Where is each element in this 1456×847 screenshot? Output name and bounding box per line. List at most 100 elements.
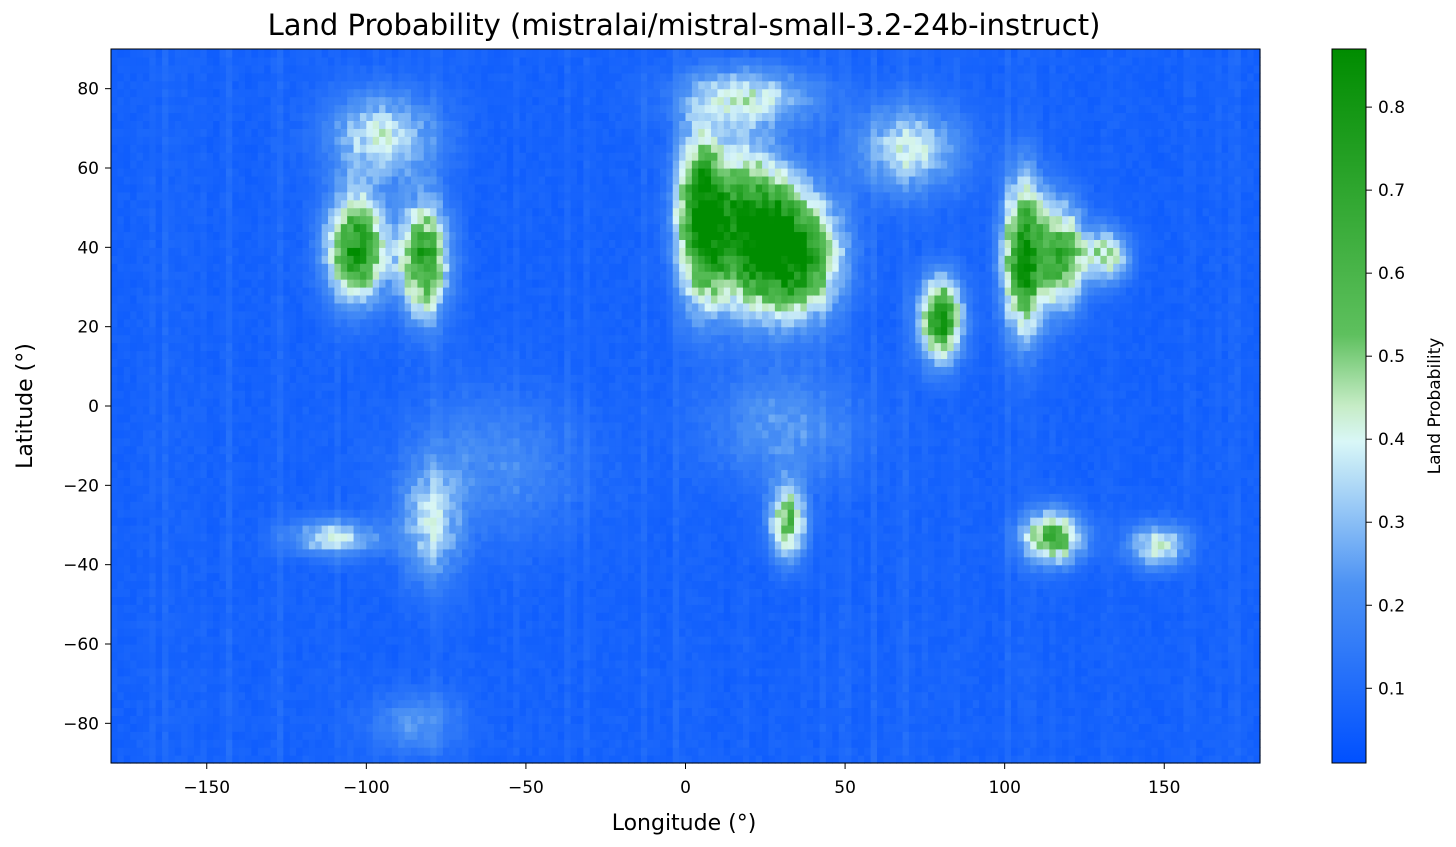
heatmap-cell: [232, 572, 240, 582]
heatmap-cell: [225, 469, 233, 478]
heatmap-cell: [411, 374, 418, 383]
heatmap-cell: [136, 366, 144, 375]
heatmap-cell: [200, 136, 208, 145]
heatmap-cell: [174, 715, 182, 724]
heatmap-cell: [130, 628, 138, 637]
heatmap-cell: [257, 406, 265, 415]
heatmap-cell: [334, 80, 342, 90]
heatmap-cell: [328, 469, 336, 478]
heatmap-cell: [130, 49, 138, 58]
heatmap-cell: [455, 493, 463, 502]
heatmap-cell: [238, 707, 246, 716]
heatmap-cell: [123, 318, 131, 328]
heatmap-cell: [193, 199, 201, 209]
heatmap-cell: [117, 374, 125, 383]
heatmap-cell: [117, 644, 125, 653]
heatmap-cell: [455, 88, 463, 98]
heatmap-cell: [136, 596, 144, 605]
heatmap-cell: [187, 366, 195, 375]
heatmap-cell: [442, 469, 450, 478]
heatmap-cell: [423, 683, 431, 693]
heatmap-cell: [417, 49, 425, 58]
heatmap-cell: [117, 366, 125, 375]
heatmap-cell: [200, 675, 208, 685]
heatmap-cell: [411, 318, 418, 328]
heatmap-cell: [251, 509, 259, 518]
heatmap-cell: [302, 128, 310, 137]
heatmap-cell: [289, 287, 297, 296]
heatmap-cell: [315, 374, 323, 383]
heatmap-cell: [142, 564, 150, 574]
heatmap-cell: [283, 263, 291, 272]
heatmap-cell: [193, 628, 201, 637]
heatmap-cell: [270, 691, 278, 701]
heatmap-cell: [130, 659, 138, 669]
heatmap-cell: [264, 429, 272, 439]
heatmap-cell: [130, 525, 138, 534]
heatmap-cell: [232, 263, 240, 272]
heatmap-cell: [162, 358, 170, 367]
heatmap-cell: [264, 699, 272, 709]
heatmap-cell: [372, 294, 380, 304]
heatmap-cell: [398, 64, 406, 74]
heatmap-cell: [423, 612, 431, 621]
heatmap-cell: [385, 406, 393, 415]
heatmap-cell: [213, 723, 221, 732]
heatmap-cell: [155, 215, 163, 225]
heatmap-cell: [391, 334, 399, 344]
heatmap-cell: [155, 112, 163, 121]
heatmap-cell: [130, 580, 138, 590]
heatmap-cell: [130, 572, 138, 582]
heatmap-cell: [430, 477, 438, 486]
heatmap-cell: [142, 445, 150, 455]
heatmap-cell: [296, 715, 304, 724]
heatmap-cell: [276, 120, 284, 129]
heatmap-cell: [385, 366, 393, 375]
heatmap-cell: [321, 461, 329, 471]
heatmap-cell: [149, 183, 157, 193]
heatmap-cell: [219, 358, 227, 367]
heatmap-cell: [379, 620, 387, 629]
heatmap-cell: [123, 612, 131, 621]
heatmap-cell: [462, 715, 470, 724]
heatmap-cell: [442, 64, 450, 74]
heatmap-cell: [296, 175, 304, 185]
heatmap-cell: [308, 183, 316, 193]
heatmap-cell: [136, 318, 144, 328]
heatmap-cell: [296, 136, 304, 145]
heatmap-cell: [162, 279, 170, 288]
heatmap-cell: [340, 556, 348, 566]
heatmap-cell: [436, 358, 444, 367]
heatmap-cell: [359, 64, 367, 74]
heatmap-cell: [123, 390, 131, 399]
heatmap-cell: [417, 556, 425, 566]
heatmap-cell: [404, 532, 412, 542]
heatmap-cell: [296, 382, 304, 391]
heatmap-cell: [372, 604, 380, 613]
heatmap-cell: [398, 501, 406, 510]
heatmap-cell: [289, 49, 297, 58]
heatmap-cell: [206, 723, 214, 732]
heatmap-cell: [417, 382, 425, 391]
heatmap-cell: [308, 406, 316, 415]
heatmap-cell: [245, 374, 253, 383]
heatmap-cell: [136, 215, 144, 225]
heatmap-cell: [136, 651, 144, 661]
heatmap-cell: [111, 239, 118, 248]
heatmap-cell: [347, 548, 355, 558]
heatmap-cell: [232, 707, 240, 716]
heatmap-cell: [308, 96, 316, 106]
heatmap-cell: [436, 644, 444, 653]
heatmap-cell: [251, 231, 259, 240]
heatmap-cell: [417, 739, 425, 748]
heatmap-cell: [436, 620, 444, 629]
heatmap-cell: [174, 620, 182, 629]
heatmap-cell: [111, 731, 118, 740]
heatmap-cell: [353, 509, 361, 518]
heatmap-cell: [238, 326, 246, 336]
heatmap-cell: [264, 485, 272, 494]
heatmap-cell: [245, 199, 253, 209]
heatmap-cell: [225, 56, 233, 66]
heatmap-cell: [334, 88, 342, 98]
heatmap-cell: [264, 667, 272, 677]
